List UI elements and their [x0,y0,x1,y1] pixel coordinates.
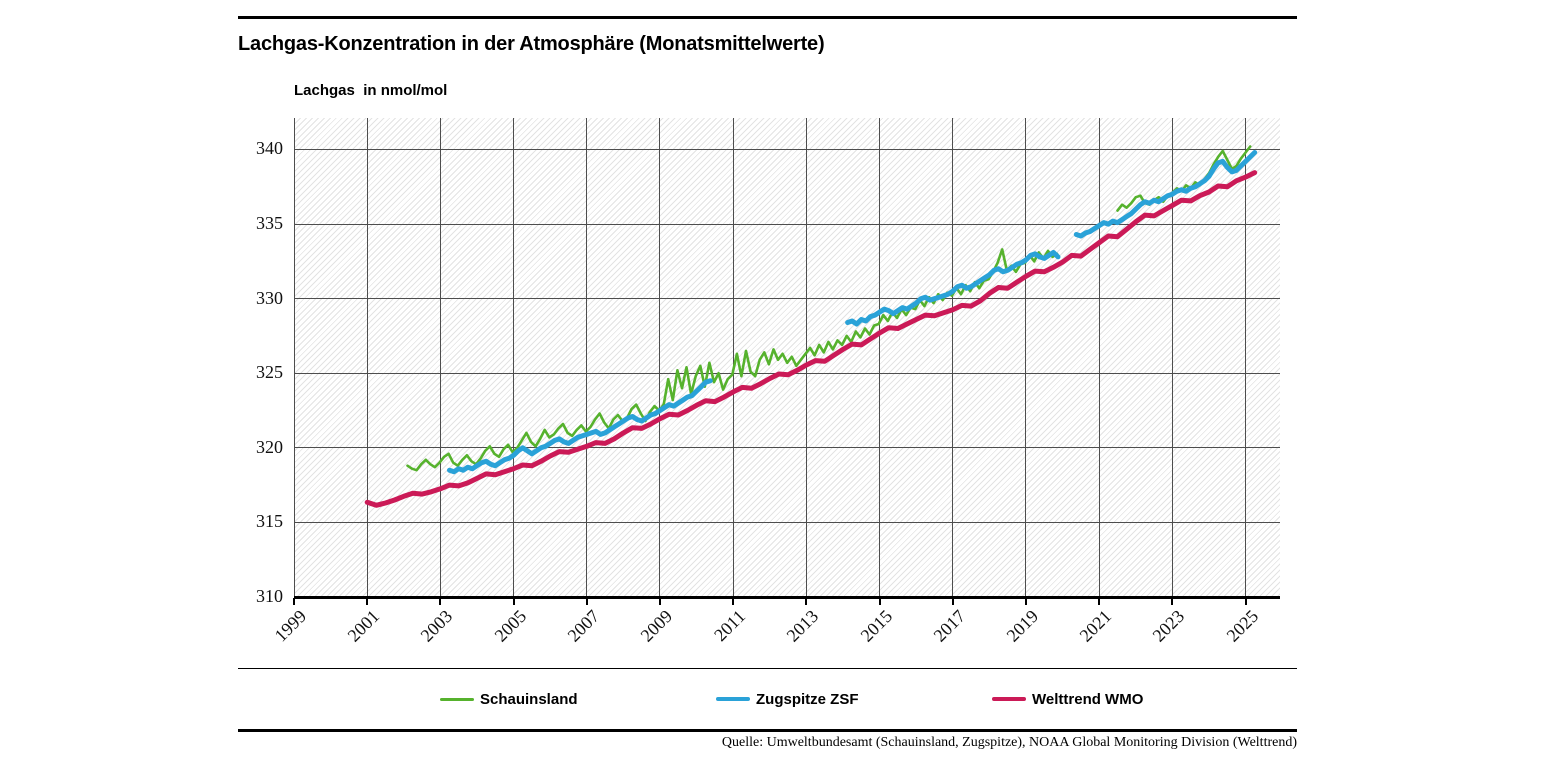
x-tick-mark [1244,598,1247,605]
y-tick-label: 335 [256,213,283,234]
series-line-zugspitze-zsf [447,378,713,475]
bottom-rule [238,729,1297,732]
legend-swatch-schauinsland [440,697,474,701]
source-attribution: Quelle: Umweltbundesamt (Schauinsland, Z… [721,735,1297,750]
x-tick-label: 2011 [710,606,750,646]
x-tick-label: 2001 [343,606,384,646]
series-line-zugspitze-zsf [845,249,1061,327]
x-axis-line [294,596,1280,598]
x-tick-mark [878,598,881,605]
x-tick-mark [658,598,661,605]
x-tick-mark [1171,598,1174,605]
y-axis-title: Lachgas in nmol/mol [294,82,448,99]
y-tick-label: 340 [256,138,283,159]
x-tick-mark [951,598,954,605]
legend-item-welttrend: Welttrend WMO [992,690,1143,708]
x-gridline [805,118,807,597]
x-tick-label: 2015 [856,606,896,646]
x-tick-label: 2003 [416,606,457,646]
y-gridline [294,521,1280,523]
x-tick-label: 2009 [636,606,677,646]
legend-item-zugspitze: Zugspitze ZSF [716,690,859,708]
y-tick-label: 315 [256,511,283,532]
x-tick-mark [439,598,442,605]
legend-divider-rule [238,668,1297,669]
x-tick-mark [512,598,515,605]
x-gridline [659,118,661,597]
x-tick-label: 2025 [1222,606,1262,646]
x-tick-label: 2017 [929,606,969,646]
x-tick-mark [293,598,295,605]
x-tick-label: 2021 [1075,606,1116,646]
x-gridline [879,118,881,597]
legend-label-welttrend: Welttrend WMO [1032,690,1144,708]
top-rule [238,16,1297,19]
x-tick-mark [1098,598,1101,605]
plot-area [293,118,1280,599]
x-tick-mark [366,598,369,605]
x-gridline [293,118,295,597]
x-gridline [1025,118,1027,597]
x-gridline [366,118,368,597]
x-tick-label: 2005 [490,606,530,646]
x-tick-label: 1999 [270,606,311,646]
x-tick-mark [805,598,808,605]
legend-item-schauinsland: Schauinsland [440,690,578,708]
series-line-zugspitze-zsf [1073,150,1258,239]
y-gridline [294,298,1280,300]
x-tick-label: 2023 [1148,606,1189,646]
legend-label-zugspitze: Zugspitze ZSF [756,690,859,708]
chart-title: Lachgas-Konzentration in der Atmosphäre … [238,33,825,55]
legend-swatch-welttrend [992,697,1026,701]
y-gridline [294,148,1280,150]
x-tick-mark [585,598,588,605]
x-gridline [1171,118,1173,597]
y-tick-label: 330 [256,287,283,308]
y-gridline [294,223,1280,225]
x-tick-label: 2007 [563,606,603,646]
x-tick-label: 2013 [782,606,823,646]
legend-label-schauinsland: Schauinsland [480,690,578,708]
series-line-schauinsland [406,248,1059,472]
y-tick-label: 325 [256,362,283,383]
x-gridline [586,118,588,597]
x-gridline [513,118,515,597]
y-tick-label: 310 [256,586,283,606]
y-tick-label: 320 [256,436,283,457]
legend-swatch-zugspitze [716,697,750,701]
x-gridline [439,118,441,597]
x-gridline [952,118,954,597]
x-gridline [1245,118,1247,597]
y-gridline [294,447,1280,449]
x-gridline [1098,118,1100,597]
x-tick-mark [1024,598,1027,605]
x-tick-mark [732,598,735,605]
series-line-welttrend-wmo [364,170,1258,508]
x-gridline [732,118,734,597]
x-tick-label: 2019 [1002,606,1043,646]
data-series-layer [364,145,1258,508]
